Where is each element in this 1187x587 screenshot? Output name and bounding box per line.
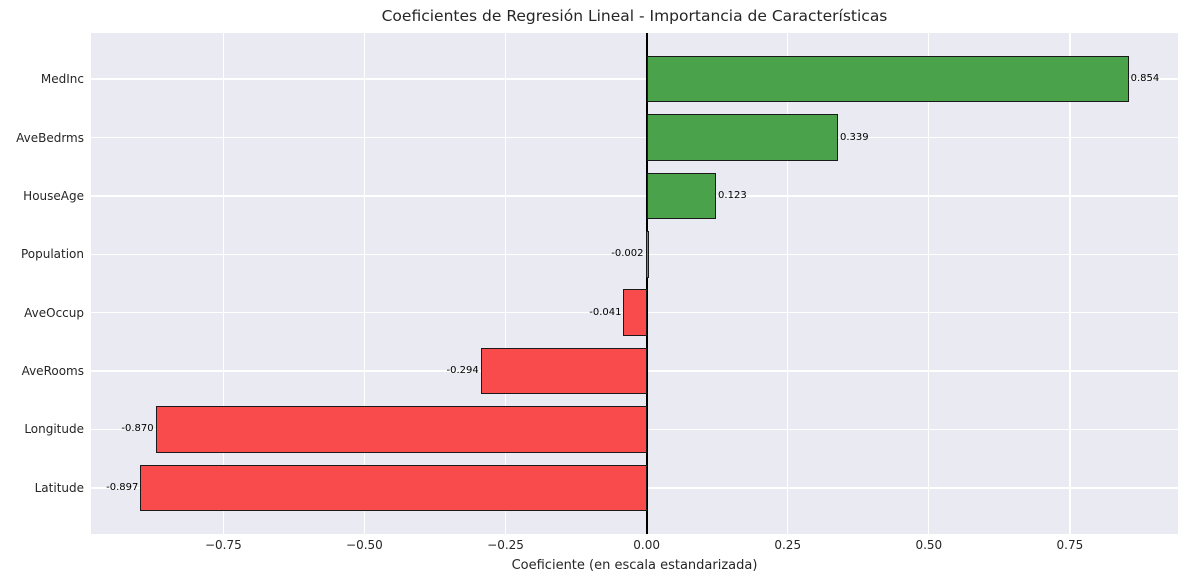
- x-tick-label-4: 0.25: [774, 538, 802, 552]
- gridline-vertical: [504, 33, 507, 534]
- x-tick-label-6: 0.75: [1056, 538, 1084, 552]
- bar-longitude: [155, 406, 647, 453]
- gridline-vertical: [928, 33, 930, 534]
- x-tick-label-5: 0.50: [915, 538, 943, 552]
- zero-axis-line: [645, 33, 648, 534]
- bar-population: [645, 230, 649, 278]
- value-label-longitude: -0.870: [121, 423, 154, 435]
- y-tick-label-avebedrms: AveBedrms: [16, 130, 84, 145]
- gridline-vertical: [787, 33, 789, 534]
- bar-avebedrms: [646, 114, 838, 161]
- y-tick-label-longitude: Longitude: [24, 422, 84, 437]
- value-label-aveoccup: -0.041: [589, 306, 622, 318]
- gridline-vertical: [222, 33, 224, 534]
- x-tick-label-1: −0.50: [346, 538, 383, 552]
- gridline-vertical: [363, 33, 366, 534]
- value-label-latitude: -0.897: [106, 481, 139, 493]
- y-tick-label-houseage: HouseAge: [23, 188, 84, 203]
- chart-title: Coeficientes de Regresión Lineal - Impor…: [381, 7, 888, 25]
- bar-latitude: [140, 464, 647, 512]
- value-label-averooms: -0.294: [446, 365, 479, 377]
- gridline-horizontal: [91, 195, 1178, 197]
- value-label-houseage: 0.123: [718, 189, 747, 201]
- bar-averooms: [480, 347, 647, 395]
- gridline-horizontal: [91, 78, 1178, 80]
- value-label-medinc: 0.854: [1130, 73, 1160, 85]
- plot-area: 0.854 0.339 0.123 -0.002 -0.041 -0.294 -0.870 -…: [91, 33, 1178, 534]
- x-tick-label-3: 0.00: [633, 538, 660, 552]
- y-tick-label-aveoccup: AveOccup: [24, 305, 84, 320]
- x-axis-label: Coeficiente (en escala estandarizada): [511, 558, 758, 573]
- bar-houseage: [646, 172, 717, 220]
- y-tick-label-latitude: Latitude: [34, 480, 84, 495]
- value-label-population: -0.002: [611, 248, 644, 260]
- x-tick-label-0: −0.75: [204, 538, 242, 552]
- gridline-vertical: [1069, 33, 1071, 534]
- x-tick-label-2: −0.25: [487, 538, 524, 552]
- bar-aveoccup: [623, 289, 647, 337]
- value-label-avebedrms: 0.339: [839, 131, 869, 143]
- gridline-horizontal: [91, 253, 1178, 255]
- y-tick-label-averooms: AveRooms: [21, 364, 84, 379]
- y-tick-label-population: Population: [20, 247, 84, 262]
- bar-medinc: [646, 55, 1129, 103]
- y-tick-label-medinc: MedInc: [40, 72, 84, 87]
- gridline-horizontal: [91, 136, 1178, 139]
